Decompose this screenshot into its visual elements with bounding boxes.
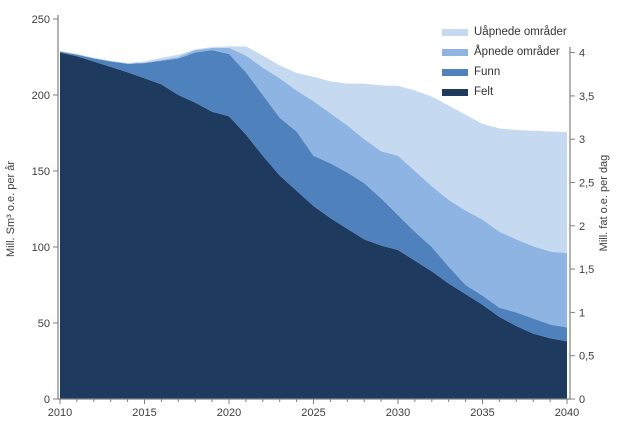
x-axis-tick-label: 2030 [386,407,410,419]
area-u-pnede-omr-der [60,46,567,254]
left-axis-tick-label: 0 [44,394,50,406]
right-axis-tick-label: 0 [579,394,585,406]
right-axis-tick-label: 4 [579,48,585,60]
legend-swatch-funn [442,68,468,76]
left-axis-tick-label: 100 [32,242,50,254]
x-axis-tick-label: 2010 [48,407,72,419]
legend-swatch-apnede [442,48,468,56]
left-axis-tick-label: 150 [32,166,50,178]
left-axis-tick-label: 250 [32,14,50,26]
legend: Uåpnede områder Åpnede områder Funn Felt [442,22,567,102]
x-axis-tick-label: 2035 [470,407,494,419]
legend-label-funn: Funn [474,66,501,78]
legend-item-apnede: Åpnede områder [442,42,567,62]
right-axis-tick-label: 1 [579,307,585,319]
legend-label-apnede: Åpnede områder [474,46,560,58]
left-axis-title: Mill. Sm³ o.e. per år [5,161,17,257]
left-axis-tick-label: 200 [32,90,50,102]
legend-swatch-felt [442,88,468,96]
chart-axes: 0 50 100 150 200 250 0 0,5 1 1,5 2 2,5 3 3,5 4 2010 2015… [32,14,595,419]
x-axis-tick-label: 2040 [555,407,579,419]
x-axis-tick-label: 2015 [132,407,156,419]
left-axis-tick-label: 50 [38,318,50,330]
legend-item-uapnede: Uåpnede områder [442,22,567,42]
legend-item-funn: Funn [442,62,567,82]
right-axis-tick-label: 3 [579,134,585,146]
area--pnede-omr-der [60,47,567,328]
area-funn [60,50,567,342]
right-axis-title: Mill. fat o.e. per dag [598,155,610,252]
legend-swatch-uapnede [442,28,468,36]
right-axis-tick-label: 3,5 [579,91,594,103]
chart-areas [60,46,567,399]
x-axis-tick-label: 2020 [217,407,241,419]
legend-item-felt: Felt [442,82,567,102]
legend-label-uapnede: Uåpnede områder [474,26,567,38]
right-axis-tick-label: 2,5 [579,178,594,190]
legend-label-felt: Felt [474,86,494,98]
right-axis-tick-label: 1,5 [579,264,594,276]
area-felt [60,52,567,399]
right-axis-tick-label: 0,5 [579,351,594,363]
right-axis-tick-label: 2 [579,221,585,233]
x-axis-tick-label: 2025 [301,407,325,419]
